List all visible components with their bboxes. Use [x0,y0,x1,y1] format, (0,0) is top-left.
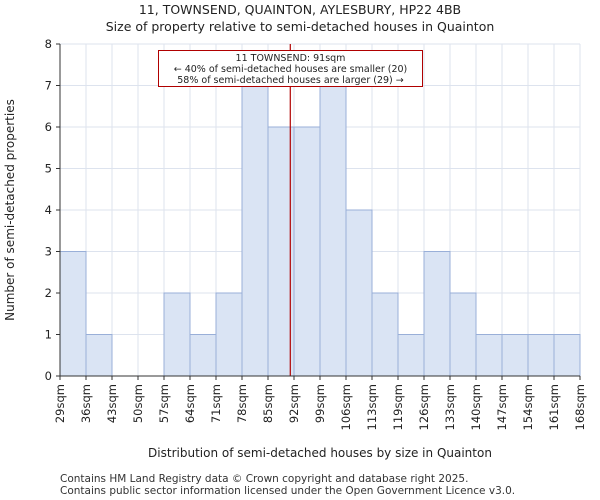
x-tick-label: 119sqm [391,384,405,430]
histogram-chart: 0 1 2 3 4 5 6 7 8 29sqm 36sqm 43sqm 50sqm 57sqm 64sqm… [3,37,587,460]
chart-title-line2: Size of property relative to semi-detach… [105,19,495,34]
x-tick-label: 71sqm [209,384,223,423]
annotation-box: 11 TOWNSEND: 91sqm ← 40% of semi-detache… [158,50,423,87]
y-tick-label: 3 [45,245,52,259]
x-tick-label: 106sqm [339,384,353,430]
chart-title-line1: 11, TOWNSEND, QUAINTON, AYLESBURY, HP22 … [138,2,462,17]
x-tick-label: 43sqm [105,384,119,423]
annotation-line1: 11 TOWNSEND: 91sqm [235,53,346,64]
y-tick-label: 4 [45,203,52,217]
y-tick-label: 6 [45,120,52,134]
footer-line1: Contains HM Land Registry data © Crown c… [60,473,469,485]
histogram-bar [345,209,373,377]
histogram-bar [319,85,347,377]
x-tick-label: 147sqm [495,384,509,430]
x-tick-label: 154sqm [521,384,535,430]
x-tick-label: 85sqm [261,384,275,423]
histogram-bar [59,251,87,377]
histogram-bar [397,334,425,377]
x-axis-label: Distribution of semi-detached houses by … [148,446,492,460]
x-tick-label: 113sqm [365,384,379,430]
histogram-bar [163,292,191,377]
y-tick-label: 8 [45,37,52,51]
histogram-bar [527,334,555,377]
histogram-bar [371,292,399,377]
x-tick-label: 92sqm [287,384,301,423]
x-tick-label: 99sqm [313,384,327,423]
x-tick-label: 64sqm [183,384,197,423]
histogram-bar [241,85,269,377]
x-tick-label: 133sqm [443,384,457,430]
annotation-line3: 58% of semi-detached houses are larger (… [177,75,404,86]
histogram-bar [189,334,217,377]
y-tick-label: 0 [45,369,52,383]
y-tick-label: 1 [45,328,52,342]
x-tick-label: 78sqm [235,384,249,423]
x-tick-label: 50sqm [131,384,145,423]
histogram-bar [215,292,243,377]
y-axis-label: Number of semi-detached properties [3,99,17,321]
histogram-bar [293,126,321,377]
histogram-bar [423,251,451,377]
histogram-bar [553,334,581,377]
x-tick-label: 29sqm [53,384,67,423]
x-tick-label: 126sqm [417,384,431,430]
histogram-bar [475,334,503,377]
x-tick-label: 168sqm [573,384,587,430]
histogram-bar [501,334,529,377]
footer-line2: Contains public sector information licen… [60,485,516,497]
x-tick-label: 140sqm [469,384,483,430]
histogram-bar [449,292,477,377]
histogram-bar [267,126,295,377]
x-tick-label: 36sqm [79,384,93,423]
histogram-bar [85,334,113,377]
y-tick-label: 7 [45,79,52,93]
x-tick-label: 161sqm [547,384,561,430]
y-tick-label: 2 [45,286,52,300]
y-tick-label: 5 [45,162,52,176]
annotation-line2: ← 40% of semi-detached houses are smalle… [173,64,408,75]
x-tick-label: 57sqm [157,384,171,423]
